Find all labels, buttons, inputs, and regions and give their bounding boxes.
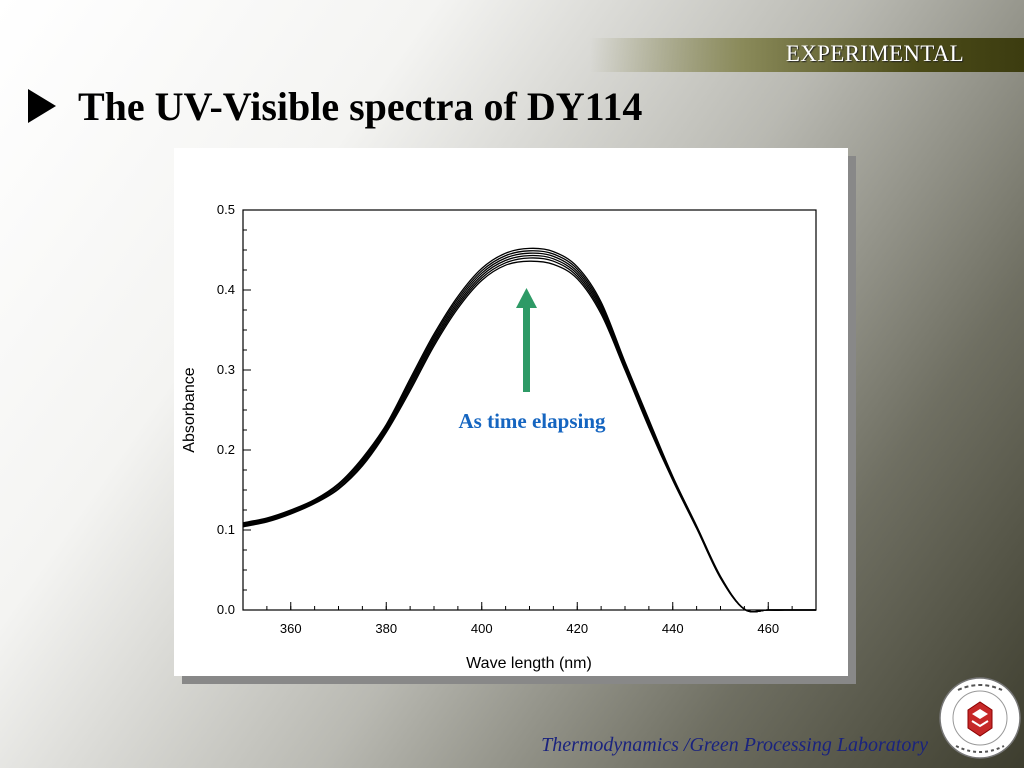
x-tick-label: 420 — [566, 621, 588, 636]
y-tick-label: 0.1 — [217, 522, 235, 537]
y-axis-label: Absorbance — [181, 367, 198, 452]
section-label: EXPERIMENTAL — [785, 41, 964, 66]
x-tick-label: 400 — [471, 621, 493, 636]
x-tick-label: 460 — [757, 621, 779, 636]
y-tick-label: 0.4 — [217, 282, 235, 297]
university-seal-icon — [939, 677, 1021, 759]
triangle-bullet-icon — [28, 89, 56, 123]
arrow-head-icon — [516, 288, 537, 308]
y-tick-label: 0.3 — [217, 362, 235, 377]
x-ticks: 360 380 400 420 440 460 — [280, 602, 779, 636]
x-axis-label: Wave length (nm) — [466, 655, 592, 672]
title-row: The UV-Visible spectra of DY114 — [28, 78, 642, 134]
chart-panel: 360 380 400 420 440 460 0.0 0.1 0.2 0.3 0.4 0.5 Wa… — [174, 148, 848, 676]
y-ticks: 0.0 0.1 0.2 0.3 0.4 0.5 — [217, 202, 251, 617]
section-banner: EXPERIMENTAL — [590, 38, 1024, 72]
y-tick-label: 0.5 — [217, 202, 235, 217]
time-arrow — [516, 288, 537, 392]
spectra-chart: 360 380 400 420 440 460 0.0 0.1 0.2 0.3 0.4 0.5 Wa… — [181, 202, 817, 672]
x-tick-label: 380 — [375, 621, 397, 636]
footer-lab-name: Thermodynamics /Green Processing Laborat… — [541, 734, 928, 756]
slide-title: The UV-Visible spectra of DY114 — [78, 83, 643, 129]
spectra-curves — [242, 247, 816, 613]
arrow-shaft — [523, 306, 530, 392]
x-tick-label: 440 — [662, 621, 684, 636]
y-tick-label: 0.0 — [217, 602, 235, 617]
x-tick-label: 360 — [280, 621, 302, 636]
spectrum-line-6 — [242, 247, 816, 613]
y-tick-label: 0.2 — [217, 442, 235, 457]
annotation-text: As time elapsing — [459, 409, 607, 433]
